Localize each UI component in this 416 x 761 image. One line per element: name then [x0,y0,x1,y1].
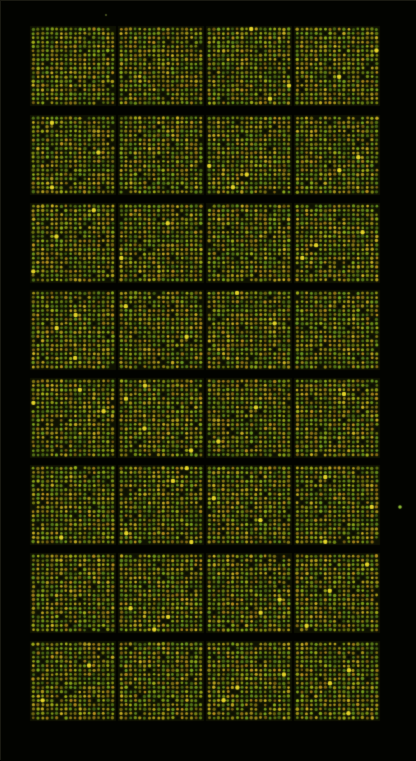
microarray-scene [0,0,416,761]
microarray-spot-grid [1,1,416,761]
